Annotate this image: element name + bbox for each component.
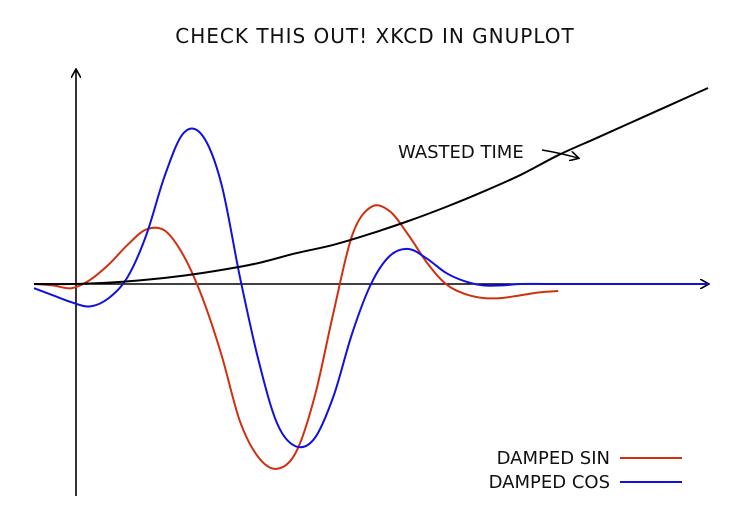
series-line-damped-cos bbox=[33, 127, 708, 449]
chart-title: CHECK THIS OUT! XKCD IN GNUPLOT bbox=[175, 24, 575, 48]
annotation-arrow bbox=[541, 149, 578, 158]
annotation-label: WASTED TIME bbox=[398, 142, 524, 163]
series-line-damped-sin bbox=[33, 204, 559, 470]
series-layer bbox=[33, 87, 709, 470]
legend: DAMPED SIN DAMPED COS bbox=[489, 448, 682, 493]
legend-label-damped-cos: DAMPED COS bbox=[489, 472, 610, 493]
series-line-wasted-time bbox=[33, 87, 709, 286]
legend-label-damped-sin: DAMPED SIN bbox=[497, 448, 610, 469]
